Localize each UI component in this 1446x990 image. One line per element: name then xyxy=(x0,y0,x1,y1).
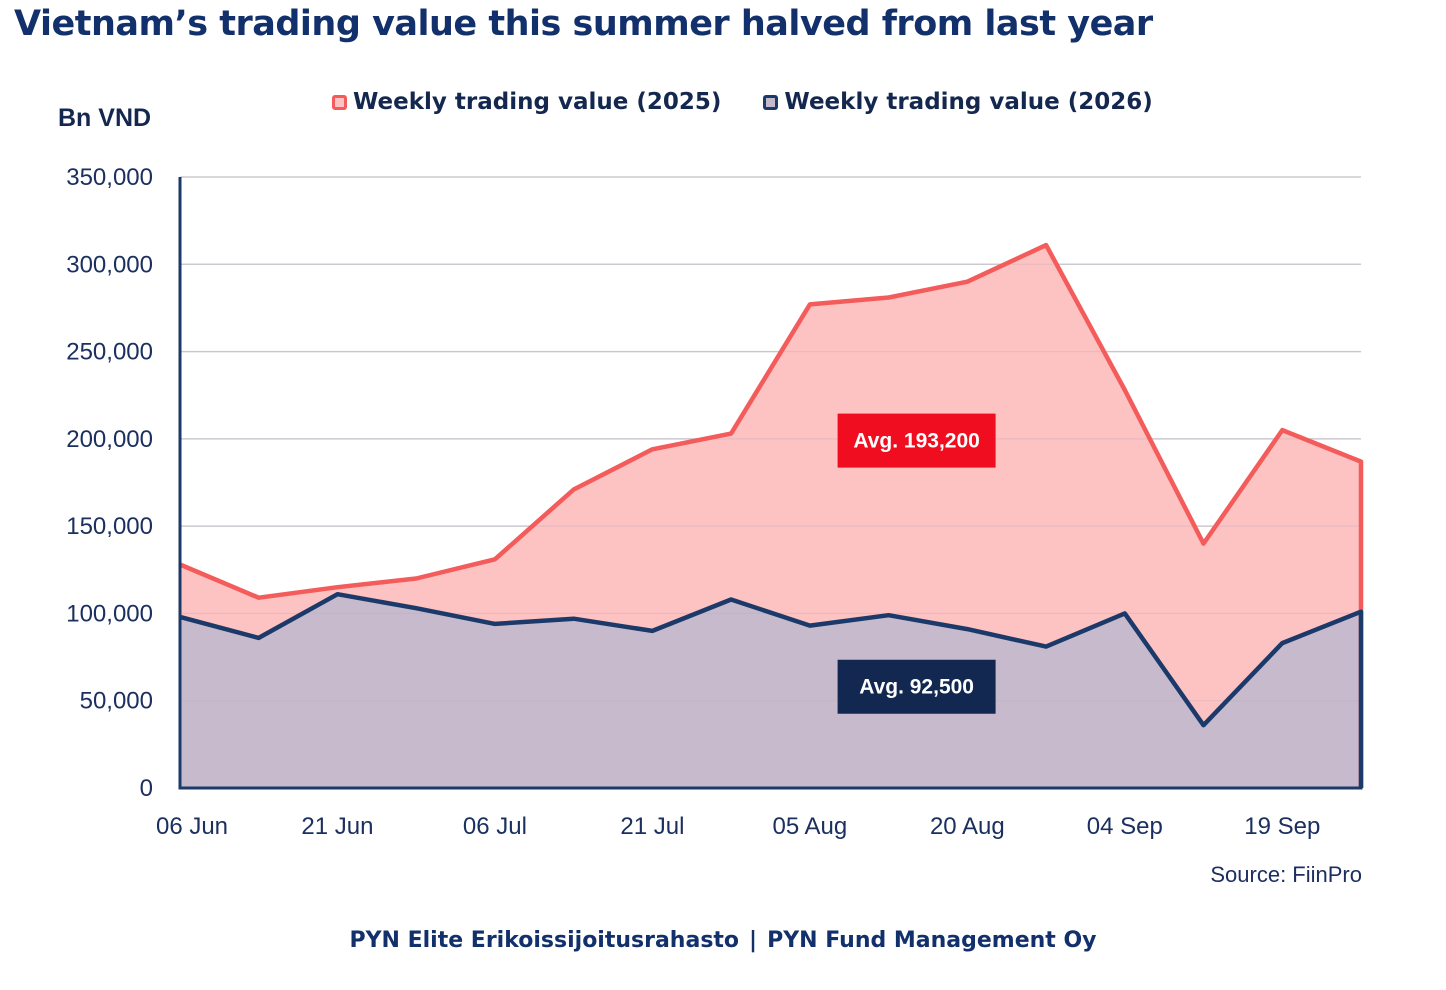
x-tick-label: 19 Sep xyxy=(1244,813,1320,840)
legend-item-2025: Weekly trading value (2025) xyxy=(332,89,721,115)
legend-label-2025: Weekly trading value (2025) xyxy=(353,89,722,115)
x-tick-label: 04 Sep xyxy=(1087,813,1163,840)
x-tick-label: 05 Aug xyxy=(772,813,847,840)
area-series-1 xyxy=(180,594,1361,788)
legend-label-2026: Weekly trading value (2026) xyxy=(784,89,1153,115)
source-note: Source: FiinPro xyxy=(1210,862,1362,887)
x-tick-label: 06 Jul xyxy=(463,813,527,840)
footer: PYN Elite Erikoissijoitusrahasto | PYN Fun… xyxy=(0,928,1446,953)
y-tick-label: 50,000 xyxy=(80,688,153,715)
legend-swatch-2025 xyxy=(332,94,347,110)
avg-label-0: Avg. 193,200 xyxy=(853,430,979,453)
avg-label-1: Avg. 92,500 xyxy=(859,676,974,699)
footer-company-name: PYN Fund Management Oy xyxy=(767,928,1097,953)
avg-badge-1 xyxy=(837,659,996,714)
x-tick-label: 21 Jun xyxy=(301,813,373,840)
y-axis-unit-label: Bn VND xyxy=(58,104,152,132)
legend-item-2026: Weekly trading value (2026) xyxy=(763,89,1153,115)
y-tick-label: 350,000 xyxy=(66,164,153,191)
y-tick-label: 250,000 xyxy=(66,339,153,366)
x-tick-label: 06 Jun xyxy=(156,813,228,840)
y-tick-label: 0 xyxy=(140,775,153,802)
y-tick-label: 100,000 xyxy=(66,600,153,627)
y-tick-label: 150,000 xyxy=(66,513,153,540)
chart-legend: Weekly trading value (2025) Weekly tradi… xyxy=(332,89,1195,115)
footer-fund-name: PYN Elite Erikoissijoitusrahasto xyxy=(349,928,740,953)
y-tick-label: 300,000 xyxy=(66,251,153,278)
legend-swatch-2026 xyxy=(763,94,779,110)
chart-title: Vietnam’s trading value this summer halv… xyxy=(14,4,1153,44)
x-tick-label: 21 Jul xyxy=(620,813,684,840)
x-tick-label: 20 Aug xyxy=(930,813,1005,840)
footer-separator: | xyxy=(749,928,758,953)
avg-badge-0 xyxy=(837,413,996,468)
y-tick-label: 200,000 xyxy=(66,426,153,453)
